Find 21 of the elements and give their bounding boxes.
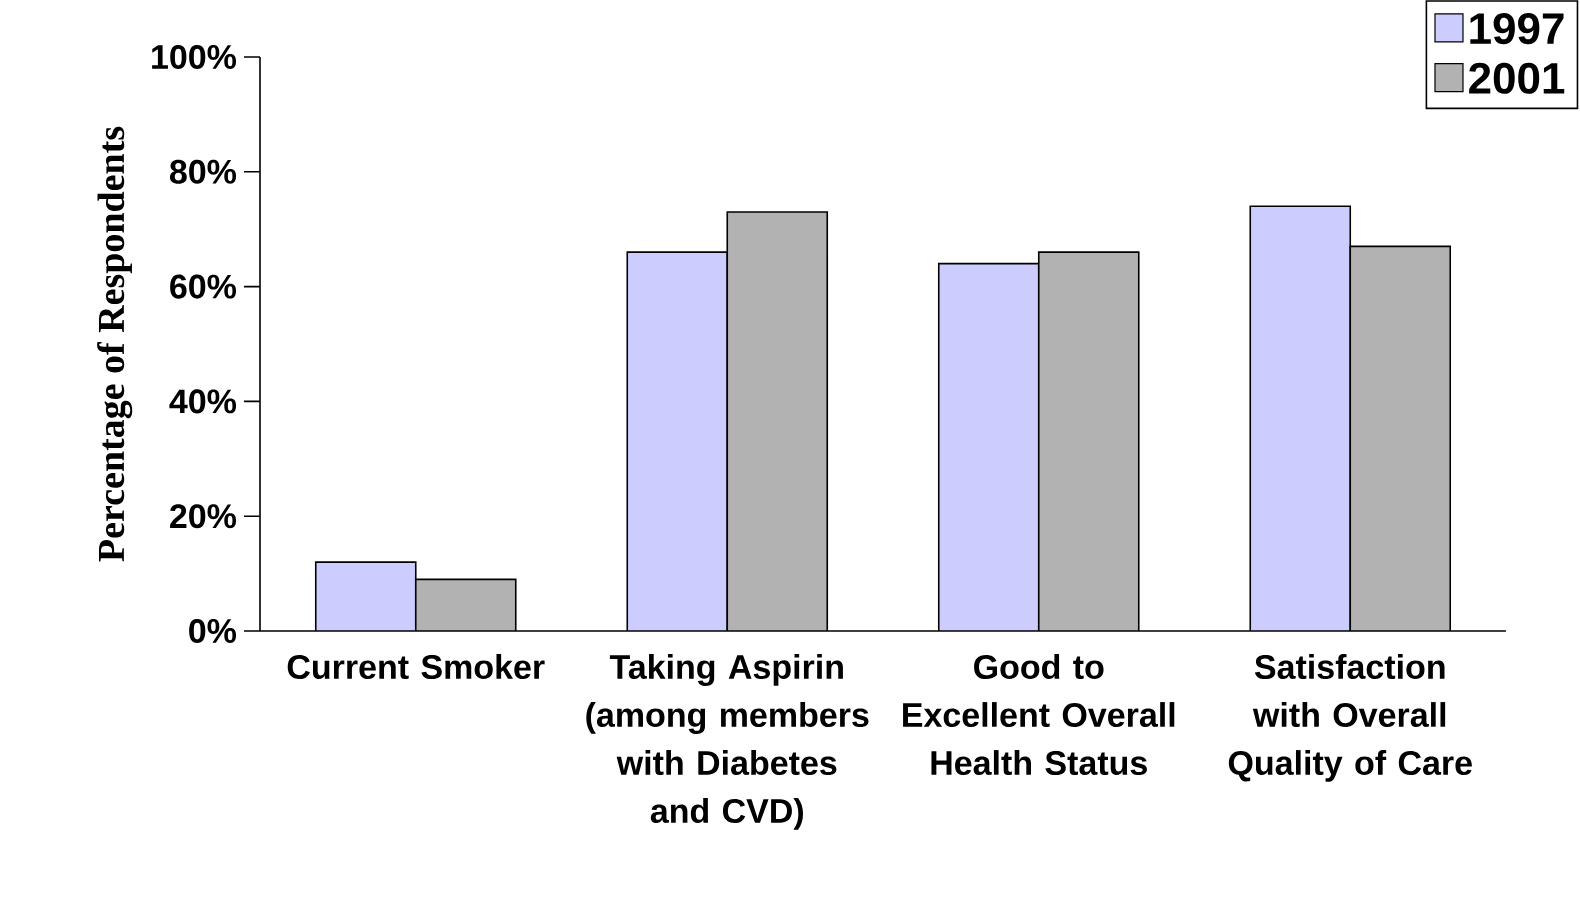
y-tick-label: 80% bbox=[169, 159, 237, 184]
bar bbox=[727, 211, 828, 631]
bar bbox=[627, 252, 728, 631]
y-tick-label: 0% bbox=[189, 618, 237, 644]
y-tick-label: 60% bbox=[170, 274, 237, 299]
legend-label: 1997 bbox=[1470, 12, 1564, 45]
y-tick-label: 100% bbox=[152, 44, 237, 70]
y-axis-title: Percentage of Respondents bbox=[97, 126, 133, 562]
bar bbox=[1038, 252, 1139, 631]
bar bbox=[415, 579, 516, 631]
x-tick-label: Satisfaction with Overall Quality of Care bbox=[1228, 654, 1472, 782]
bar bbox=[938, 263, 1039, 631]
y-tick-label: 20% bbox=[170, 504, 237, 529]
bar bbox=[315, 562, 416, 631]
legend-label: 2001 bbox=[1469, 62, 1565, 94]
x-tick-label: Taking Aspirin (among members with Diabetes and CVD) bbox=[586, 654, 869, 830]
bar bbox=[1349, 245, 1452, 631]
bar bbox=[1249, 205, 1352, 631]
x-tick-label: Current Smoker bbox=[287, 654, 545, 680]
x-tick-label: Good to Excellent Overall Health Status bbox=[903, 654, 1175, 776]
y-tick-label: 40% bbox=[169, 389, 237, 414]
